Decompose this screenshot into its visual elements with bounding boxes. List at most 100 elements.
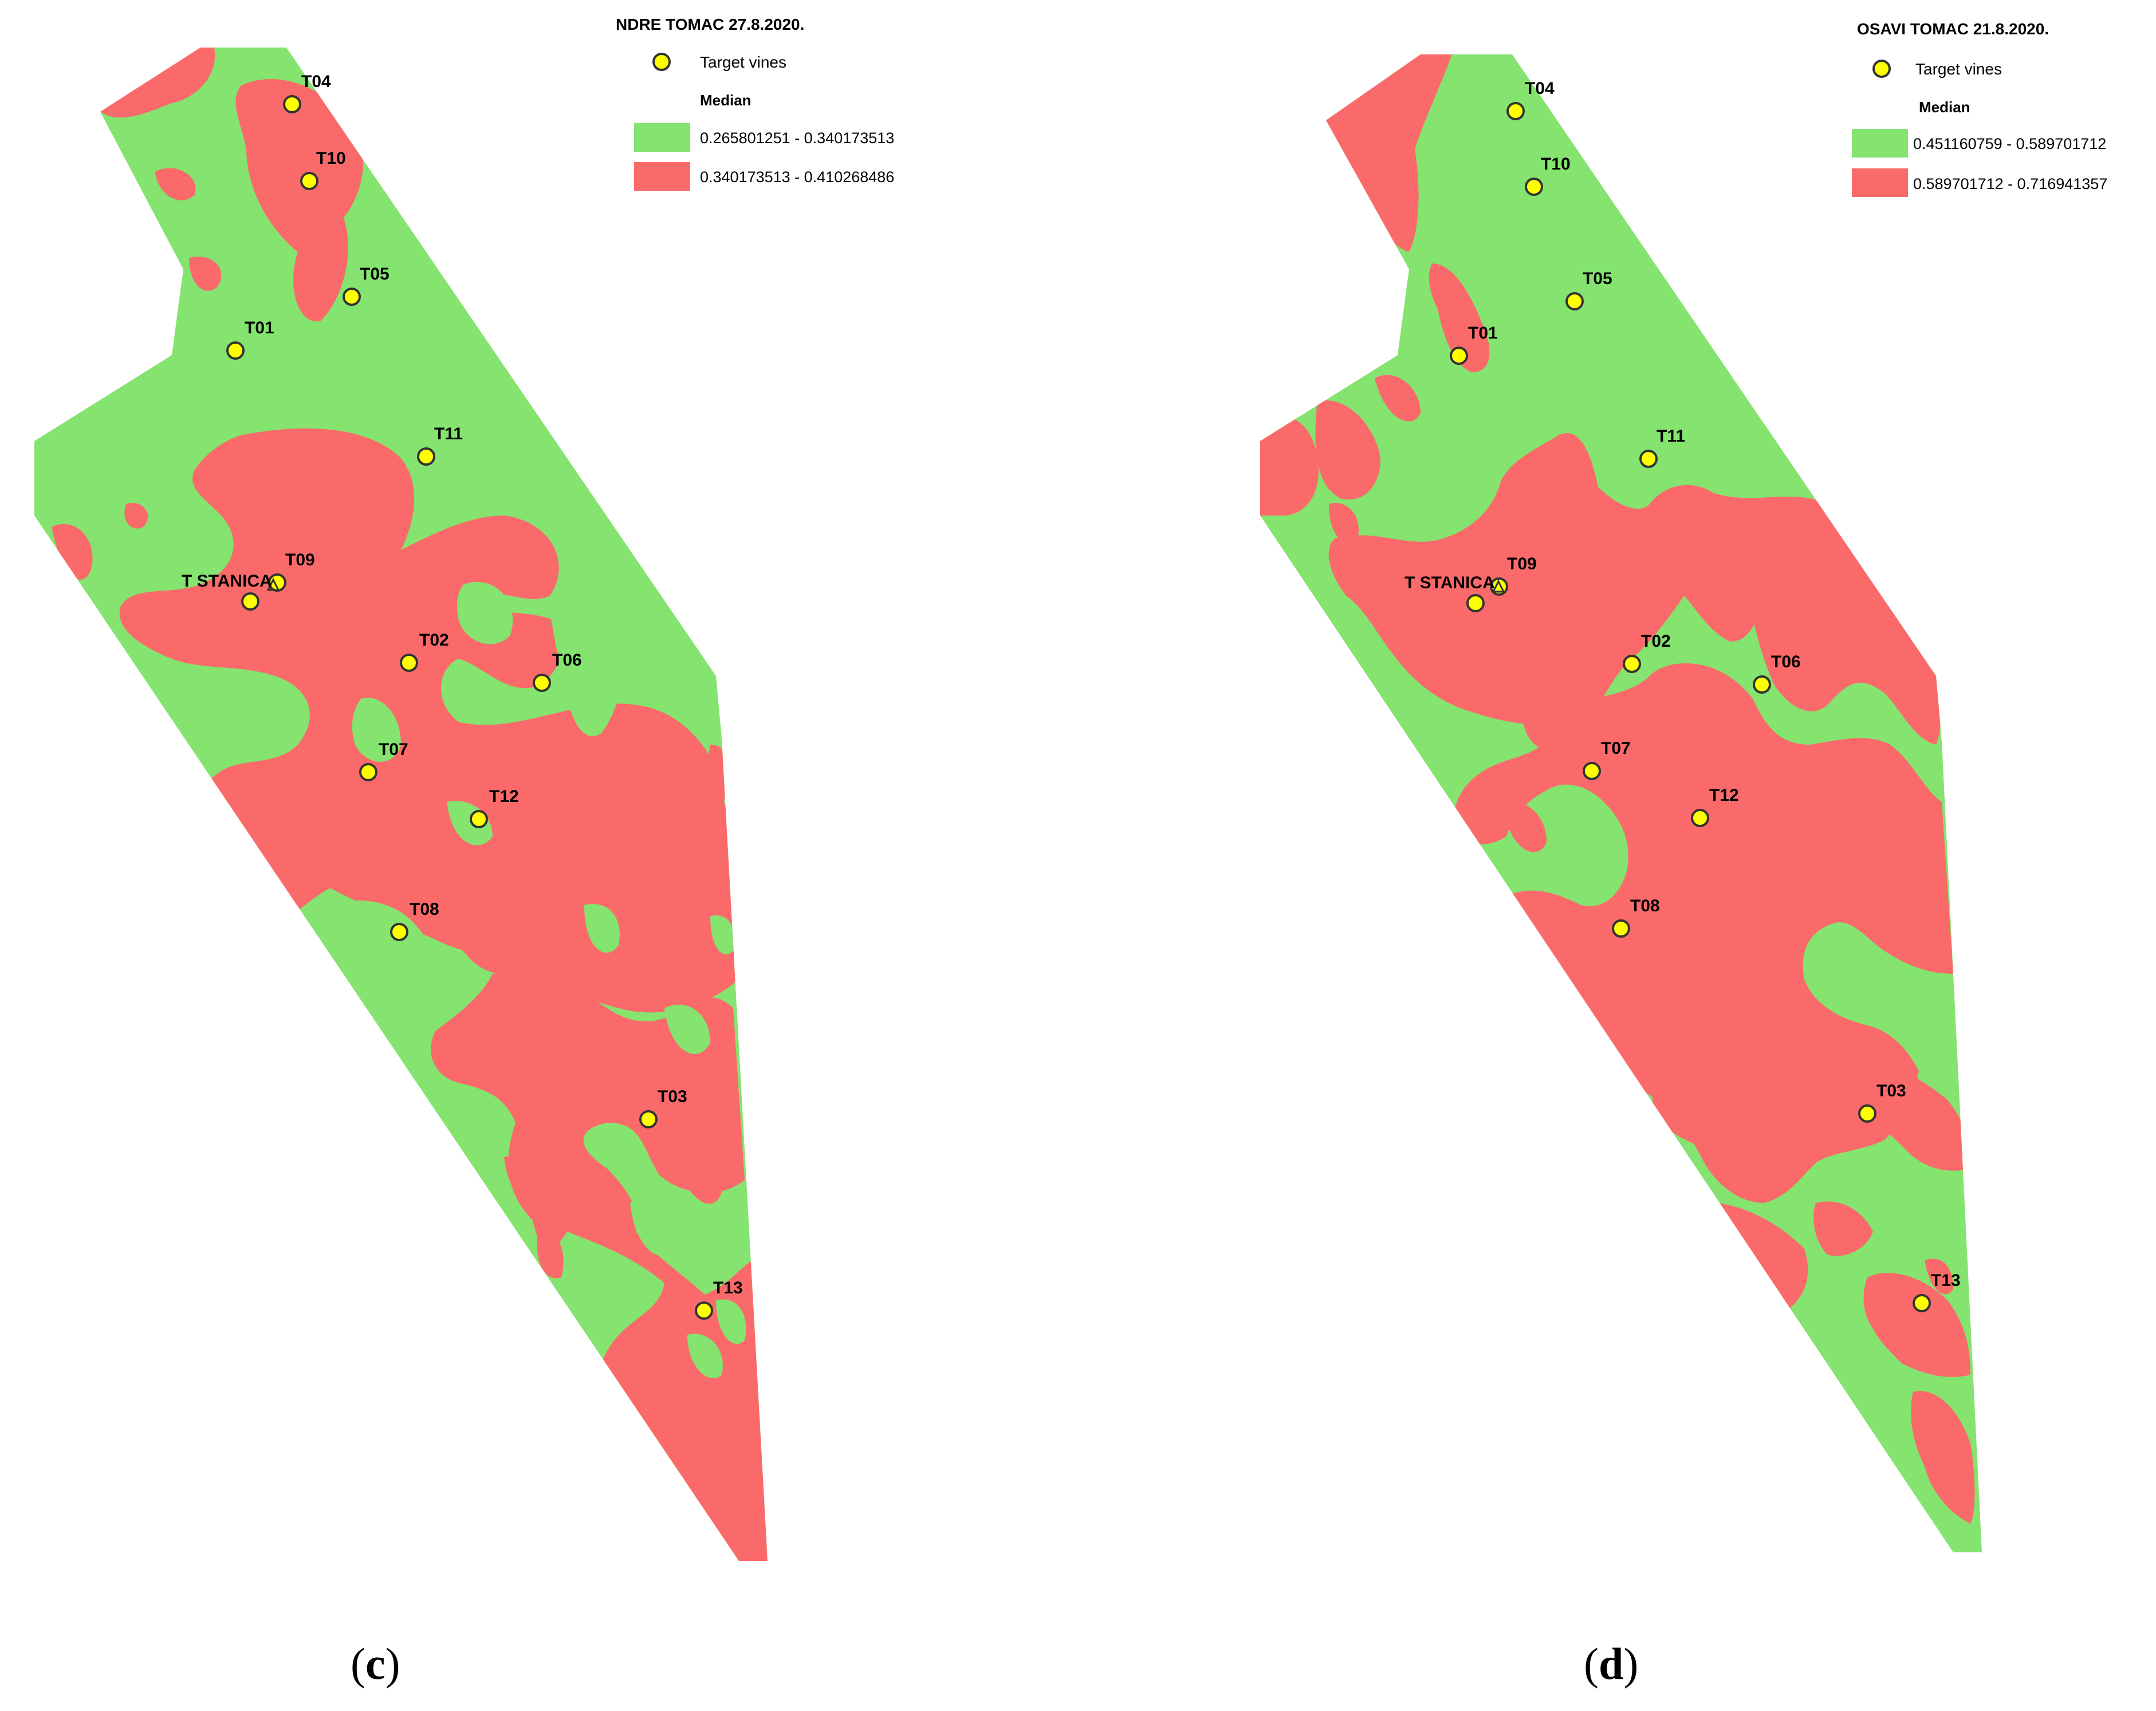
target-vine-marker (1858, 1104, 1876, 1123)
site-label: T13 (1931, 1271, 1961, 1290)
legend-class-low: 0.451160759 - 0.589701712 (1913, 135, 2106, 152)
target-vine-marker (1583, 762, 1601, 780)
target-vine-marker (1506, 102, 1525, 120)
target-vine-marker (359, 763, 377, 781)
target-vine-marker (283, 95, 301, 113)
high-zone (1501, 801, 1547, 852)
panel-label-open: ( (1584, 1639, 1599, 1689)
high-zone (504, 1156, 545, 1201)
panel-label-close: ) (1623, 1639, 1639, 1689)
map-d: T04 T10 T05 T01 T11 T09 T STANICA T02 T06 T07 T12 T… (1260, 54, 1982, 1552)
low-zone (550, 591, 624, 737)
panel-label-c: (c) (351, 1638, 400, 1690)
high-zone (1429, 263, 1490, 372)
site-label: T13 (713, 1279, 743, 1297)
site-label: T01 (245, 318, 274, 337)
legend-d: OSAVI TOMAC 21.8.2020. Target vines Medi… (1852, 20, 2107, 197)
panel-label-close: ) (385, 1639, 400, 1689)
high-zone (1857, 1064, 1972, 1171)
low-zone (710, 915, 735, 955)
high-zone (155, 168, 196, 200)
low-zone (457, 582, 513, 644)
high-zone (189, 257, 222, 291)
target-vine-marker (470, 810, 488, 828)
site-label: T09 (285, 550, 315, 569)
vigor-zones-c (52, 48, 768, 1561)
target-vine-marker (1691, 809, 1709, 827)
site-label: T05 (1583, 269, 1612, 288)
target-vine-marker (400, 654, 418, 672)
high-zone (1260, 416, 1319, 516)
legend-median-heading: Median (700, 92, 752, 109)
vigor-zones-d (1260, 54, 1975, 1524)
high-zone (537, 1226, 564, 1279)
panel-label-open: ( (351, 1639, 365, 1689)
site-label: T STANICA (182, 572, 272, 591)
site-label: T02 (419, 631, 449, 650)
site-label: T STANICA (1404, 573, 1495, 592)
site-label: T10 (1541, 155, 1571, 174)
low-zone (323, 900, 427, 975)
high-zone (1863, 1273, 1970, 1377)
high-zone (431, 973, 768, 1561)
high-zone (1315, 400, 1380, 499)
legend-swatch-high (634, 162, 690, 191)
target-vine-marker (343, 288, 361, 306)
high-zone (97, 48, 215, 118)
sites-c: T04 T10 T05 T01 T11 T09 T STANICA T02 T06 T07 T12 T… (182, 72, 743, 1320)
legend-swatch-high (1852, 168, 1908, 197)
legend-swatch-low (634, 123, 690, 152)
high-zone (1375, 375, 1421, 422)
target-vine-marker (241, 592, 259, 611)
high-zone (124, 503, 148, 529)
target-vine-marker (1565, 292, 1584, 310)
low-zone (687, 1334, 723, 1379)
panel-label-d: (d) (1584, 1638, 1638, 1690)
target-vine-marker (300, 172, 318, 190)
target-vine-legend-icon (652, 53, 671, 71)
high-zone (1813, 1201, 1873, 1256)
site-label: T12 (489, 787, 519, 806)
low-zone (630, 1199, 677, 1257)
high-zone (1653, 1072, 1765, 1151)
target-vine-marker (417, 447, 435, 466)
target-vine-marker (226, 341, 245, 360)
target-vine-marker (1623, 655, 1641, 673)
sites-d: T04 T10 T05 T01 T11 T09 T STANICA T02 T06 T07 T12 T… (1404, 79, 1961, 1312)
station-triangle-icon (266, 577, 280, 591)
panel-label-letter: c (365, 1639, 385, 1689)
legend-class-high: 0.340173513 - 0.410268486 (700, 168, 894, 186)
target-vine-marker (390, 923, 408, 941)
low-zone (716, 1299, 746, 1344)
low-zone (352, 698, 401, 762)
legend-title: NDRE TOMAC 27.8.2020. (616, 15, 804, 33)
site-label: T06 (552, 651, 582, 670)
legend-marker-label: Target vines (1915, 60, 2002, 78)
high-zone (317, 703, 348, 763)
target-vine-marker (1753, 675, 1771, 694)
site-label: T11 (434, 424, 463, 443)
target-vine-marker (1466, 594, 1485, 612)
high-zone (1454, 663, 1953, 1203)
high-zone (670, 1144, 722, 1204)
legend-class-high: 0.589701712 - 0.716941357 (1913, 175, 2107, 192)
site-label: T08 (410, 900, 439, 919)
low-zone (584, 904, 620, 953)
legend-swatch-low (1852, 129, 1908, 158)
high-zone (1512, 613, 1608, 750)
site-label: T04 (1525, 79, 1555, 98)
high-zone (388, 1076, 417, 1134)
site-label: T03 (1876, 1081, 1906, 1100)
site-label: T02 (1641, 632, 1671, 651)
site-label: T07 (379, 740, 408, 759)
station-triangle-icon (1492, 579, 1505, 593)
high-zone (1329, 503, 1359, 543)
site-label: T03 (658, 1087, 687, 1106)
site-label: T01 (1468, 324, 1498, 343)
high-zone (1328, 433, 1867, 725)
target-vine-marker (639, 1110, 658, 1128)
site-label: T04 (301, 72, 331, 91)
high-zone (1753, 499, 1794, 548)
site-label: T11 (1657, 427, 1685, 446)
